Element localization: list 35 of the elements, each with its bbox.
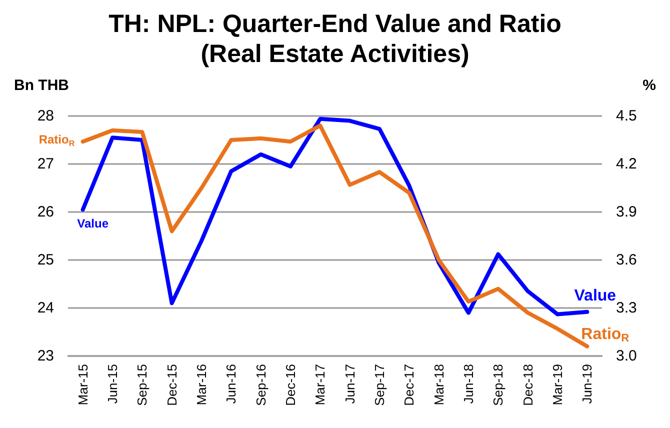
series-label: Value xyxy=(574,287,616,304)
x-tick-label: Jun-17 xyxy=(342,364,358,404)
y2-tick-label: 3.0 xyxy=(616,348,637,364)
y2-tick-label: 3.3 xyxy=(616,300,637,316)
y2-axis-title: % xyxy=(642,77,656,94)
y-tick-label: 27 xyxy=(37,156,54,172)
x-tick-label: Dec-18 xyxy=(520,364,536,406)
x-tick-label: Dec-17 xyxy=(402,364,417,406)
y2-tick-label: 4.5 xyxy=(616,108,637,124)
x-tick-label: Sep-16 xyxy=(253,364,268,406)
x-tick-label: Jun-15 xyxy=(105,364,120,404)
x-tick-label: Sep-18 xyxy=(490,364,506,406)
x-tick-label: Jun-19 xyxy=(580,364,595,404)
x-tick-label: Mar-18 xyxy=(431,364,446,406)
y-tick-label: 25 xyxy=(37,252,54,268)
x-tick-label: Dec-16 xyxy=(283,364,298,406)
y-tick-label: 23 xyxy=(37,348,54,364)
y-tick-label: 24 xyxy=(37,300,54,316)
x-tick-label: Dec-15 xyxy=(164,364,180,406)
x-tick-label: Sep-17 xyxy=(372,364,387,406)
chart-title: TH: NPL: Quarter-End Value and Ratio (Real Estate Activities) xyxy=(108,10,562,68)
x-tick-label: Jun-18 xyxy=(461,364,476,404)
y2-tick-label: 3.6 xyxy=(616,252,637,268)
x-tick-label: Sep-15 xyxy=(134,364,150,406)
x-tick-label: Mar-19 xyxy=(550,364,565,406)
x-tick-label: Jun-16 xyxy=(224,364,239,404)
x-tick-label: Mar-16 xyxy=(194,364,209,406)
y2-tick-label: 4.2 xyxy=(616,156,637,172)
y2-tick-label: 3.9 xyxy=(616,204,637,220)
text: Value xyxy=(77,216,109,231)
y-axis-title: Bn THB xyxy=(14,77,70,94)
y-tick-label: 26 xyxy=(37,204,54,220)
x-tick-label: Mar-17 xyxy=(312,364,328,406)
y-tick-label: 28 xyxy=(37,108,54,124)
x-tick-label: Mar-15 xyxy=(75,364,90,406)
